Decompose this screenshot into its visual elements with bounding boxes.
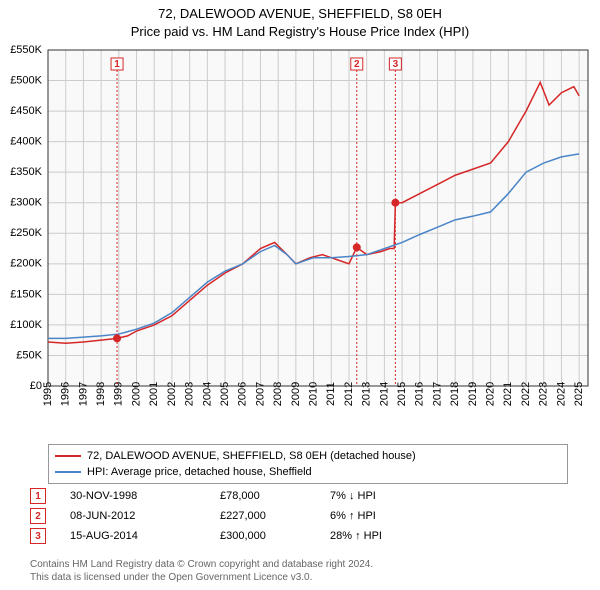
svg-text:£150K: £150K: [10, 288, 42, 300]
svg-text:2007: 2007: [254, 382, 266, 406]
tx-pct: 28% ↑ HPI: [330, 530, 390, 542]
svg-text:1999: 1999: [113, 382, 125, 406]
footer-line1: Contains HM Land Registry data © Crown c…: [30, 558, 570, 571]
svg-text:2003: 2003: [184, 382, 196, 406]
tx-marker-2: 2: [30, 508, 46, 524]
legend-item-hpi: HPI: Average price, detached house, Shef…: [55, 464, 561, 480]
svg-text:2012: 2012: [343, 382, 355, 406]
svg-text:£400K: £400K: [10, 136, 42, 148]
svg-text:2005: 2005: [219, 382, 231, 406]
tx-marker-1: 1: [30, 488, 46, 504]
page: 72, DALEWOOD AVENUE, SHEFFIELD, S8 0EH P…: [0, 0, 600, 590]
arrow-up-icon: ↑: [355, 530, 361, 542]
svg-text:2000: 2000: [130, 382, 142, 406]
svg-text:2002: 2002: [166, 382, 178, 406]
svg-text:£350K: £350K: [10, 166, 42, 178]
svg-text:2016: 2016: [414, 382, 426, 406]
svg-text:2025: 2025: [573, 382, 585, 406]
svg-text:2014: 2014: [378, 382, 390, 406]
tx-price: £227,000: [220, 510, 330, 522]
legend: 72, DALEWOOD AVENUE, SHEFFIELD, S8 0EH (…: [48, 444, 568, 484]
svg-text:£550K: £550K: [10, 44, 42, 56]
svg-text:£250K: £250K: [10, 227, 42, 239]
chart-svg: £0 £50K £100K £150K £200K £250K £300K £350K £400…: [0, 44, 600, 444]
tx-marker-3: 3: [30, 528, 46, 544]
tx-date: 30-NOV-1998: [70, 490, 220, 502]
svg-text:2: 2: [354, 59, 360, 70]
svg-text:2020: 2020: [485, 382, 497, 406]
tx-price: £300,000: [220, 530, 330, 542]
legend-item-property: 72, DALEWOOD AVENUE, SHEFFIELD, S8 0EH (…: [55, 448, 561, 464]
svg-text:1: 1: [114, 59, 120, 70]
svg-text:£300K: £300K: [10, 197, 42, 209]
svg-text:3: 3: [393, 59, 399, 70]
table-row: 1 30-NOV-1998 £78,000 7% ↓ HPI: [30, 486, 570, 506]
footer-line2: This data is licensed under the Open Gov…: [30, 571, 570, 584]
svg-text:2021: 2021: [502, 382, 514, 406]
svg-text:£100K: £100K: [10, 319, 42, 331]
transaction-table: 1 30-NOV-1998 £78,000 7% ↓ HPI 2 08-JUN-…: [30, 486, 570, 546]
svg-text:2017: 2017: [431, 382, 443, 406]
svg-text:2001: 2001: [148, 382, 160, 406]
page-subtitle: Price paid vs. HM Land Registry's House …: [0, 24, 600, 39]
tx-price: £78,000: [220, 490, 330, 502]
legend-swatch-property: [55, 455, 81, 457]
tx-date: 15-AUG-2014: [70, 530, 220, 542]
svg-text:£200K: £200K: [10, 258, 42, 270]
svg-text:2019: 2019: [467, 382, 479, 406]
svg-text:1996: 1996: [60, 382, 72, 406]
legend-label-hpi: HPI: Average price, detached house, Shef…: [87, 466, 312, 478]
svg-text:2015: 2015: [396, 382, 408, 406]
svg-text:£0: £0: [30, 380, 42, 392]
svg-text:£450K: £450K: [10, 105, 42, 117]
legend-swatch-hpi: [55, 471, 81, 473]
svg-text:2009: 2009: [290, 382, 302, 406]
svg-text:£500K: £500K: [10, 74, 42, 86]
table-row: 3 15-AUG-2014 £300,000 28% ↑ HPI: [30, 526, 570, 546]
legend-label-property: 72, DALEWOOD AVENUE, SHEFFIELD, S8 0EH (…: [87, 450, 416, 462]
svg-text:2010: 2010: [307, 382, 319, 406]
tx-date: 08-JUN-2012: [70, 510, 220, 522]
table-row: 2 08-JUN-2012 £227,000 6% ↑ HPI: [30, 506, 570, 526]
svg-text:2018: 2018: [449, 382, 461, 406]
svg-text:2022: 2022: [520, 382, 532, 406]
svg-text:£50K: £50K: [16, 349, 42, 361]
svg-text:2006: 2006: [237, 382, 249, 406]
svg-text:1998: 1998: [95, 382, 107, 406]
svg-text:2023: 2023: [538, 382, 550, 406]
page-title: 72, DALEWOOD AVENUE, SHEFFIELD, S8 0EH: [0, 6, 600, 21]
svg-text:1997: 1997: [77, 382, 89, 406]
arrow-up-icon: ↑: [349, 510, 355, 522]
svg-text:2024: 2024: [555, 382, 567, 406]
svg-text:2004: 2004: [201, 382, 213, 406]
footer: Contains HM Land Registry data © Crown c…: [30, 558, 570, 584]
tx-pct: 7% ↓ HPI: [330, 490, 390, 502]
svg-text:2013: 2013: [361, 382, 373, 406]
arrow-down-icon: ↓: [349, 490, 355, 502]
svg-text:2008: 2008: [272, 382, 284, 406]
tx-pct: 6% ↑ HPI: [330, 510, 390, 522]
price-chart: £0 £50K £100K £150K £200K £250K £300K £350K £400…: [0, 44, 600, 444]
